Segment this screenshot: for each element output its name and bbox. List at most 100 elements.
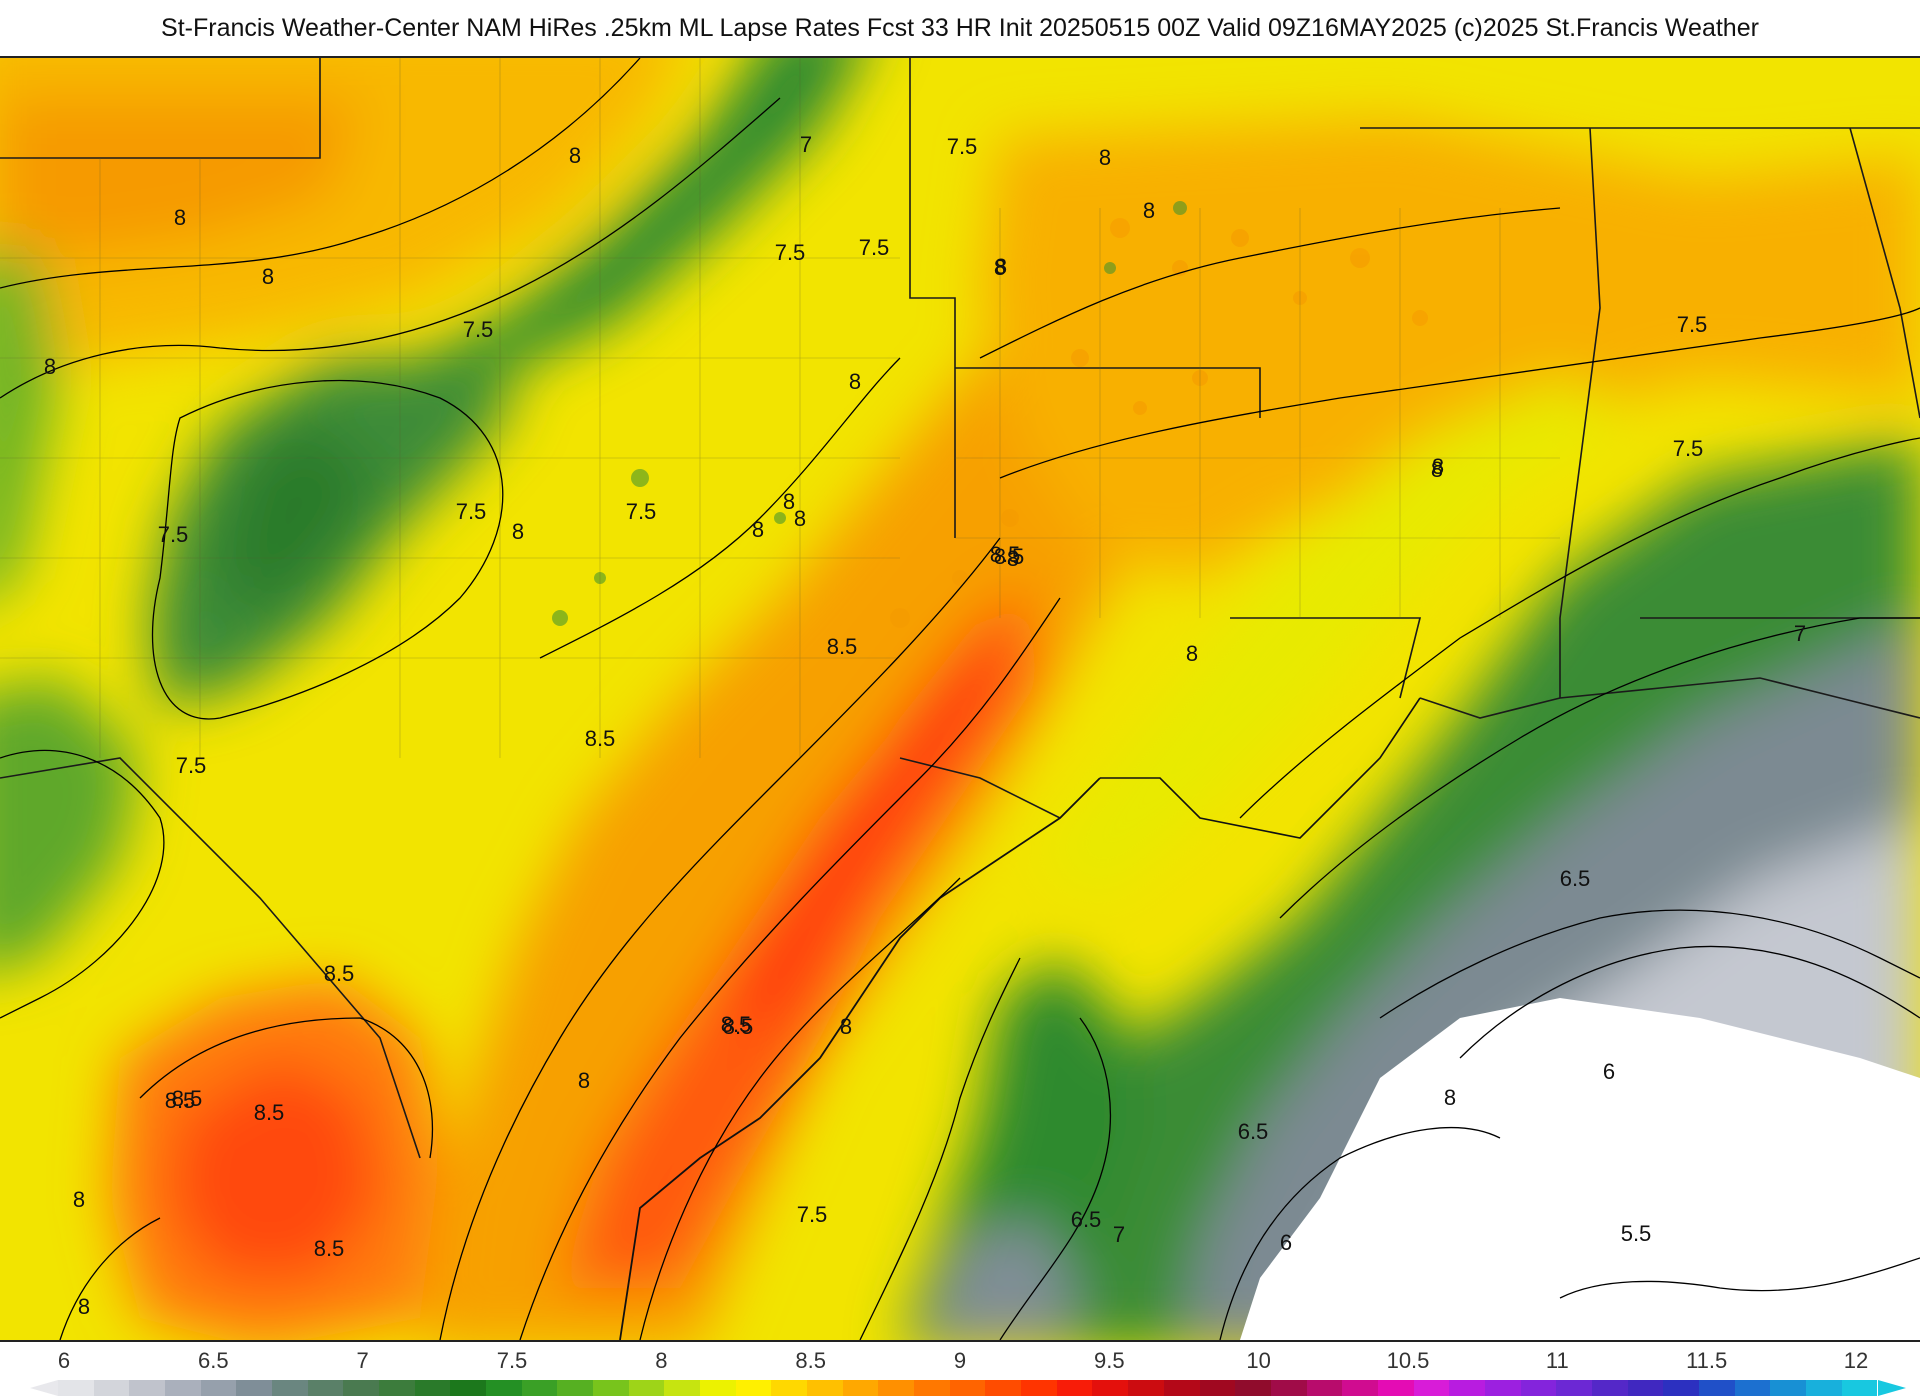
county-lines [0,58,1560,758]
colorbar-swatch [1306,1380,1343,1396]
colorbar-swatch [557,1380,594,1396]
contour-label: 6.5 [1238,1119,1269,1144]
contour-label: 8 [1444,1085,1456,1110]
colorbar-tick-label: 10 [1246,1348,1271,1373]
colorbar-swatch [807,1380,843,1396]
contour-label: 8 [73,1187,85,1212]
colorbar-swatch [450,1380,487,1396]
contour-label: 8 [262,264,274,289]
contour-label: 7.5 [158,522,189,547]
contour-label: 8.5 [324,961,355,986]
contour-label: 8 [1186,641,1198,666]
colorbar-swatch [1199,1380,1236,1396]
colorbar-tick-label: 11.5 [1686,1348,1728,1373]
contour-label: 8.5 [172,1086,203,1111]
contour-label: 8 [995,254,1007,279]
contour-label: 8 [578,1068,590,1093]
contour-label: 8 [752,517,764,542]
contour-label: 7 [800,132,812,157]
colorbar-swatch [1484,1380,1521,1396]
colorbar-swatch [700,1380,736,1396]
contour-label: 8.5 [994,544,1025,569]
colorbar-swatch [593,1380,629,1396]
colorbar-swatch [1342,1380,1378,1396]
contour-label: 8 [1143,198,1155,223]
colorbar-tick-label: 9 [953,1348,967,1373]
contour-label: 8.5 [990,542,1021,567]
colorbar-swatch [771,1380,808,1396]
contour-label: 5.5 [1621,1221,1652,1246]
contour-label: 7.5 [463,317,494,342]
colorbar-swatch [1021,1380,1057,1396]
contour-label: 8 [569,143,581,168]
speckle-texture [552,201,1428,628]
colorbar-arrow-left [30,1380,58,1396]
colorbar-swatch [1591,1380,1628,1396]
colorbar-swatch [1128,1380,1164,1396]
contour-label: 8.5 [585,726,616,751]
contour-label: 6 [1603,1059,1615,1084]
colorbar-swatch [1377,1380,1414,1396]
colorbar-tick-label: 6 [57,1348,71,1373]
colorbar-swatch [949,1380,986,1396]
colorbar-swatch [521,1380,558,1396]
contour-lines [0,58,1920,1340]
colorbar-swatch [1056,1380,1093,1396]
colorbar-swatch [486,1380,522,1396]
state-borders [0,58,1920,1159]
colorbar-swatch [1663,1380,1699,1396]
low-lapse-region [1240,998,1920,1340]
colorbar-swatch [1734,1380,1771,1396]
colorbar-tick-label: 11 [1545,1348,1569,1373]
contour-label: 7.5 [775,240,806,265]
colorbar-swatch [414,1380,451,1396]
colorbar-tick-label: 7 [356,1348,369,1373]
colorbar-swatch [272,1380,308,1396]
colorbar-swatch [664,1380,701,1396]
colorbar-swatch [1698,1380,1735,1396]
colorbar-swatch [200,1380,237,1396]
gulf-coast [1100,697,1421,839]
contour-label: 8 [840,1014,852,1039]
colorbar-tick-label: 8 [655,1348,668,1373]
colorbar: 6 6.5 7 7.5 8 8.5 9 9.5 10 10.5 11 11.5 12 [0,1342,1920,1400]
contour-label: 7.5 [1673,436,1704,461]
colorbar-swatch [1770,1380,1806,1396]
contour-label: 8 [1099,145,1111,170]
colorbar-swatch [165,1380,201,1396]
contour-label: 8 [783,489,795,514]
colorbar-swatch [1235,1380,1271,1396]
colorbar-swatch [878,1380,915,1396]
contour-label: 8 [794,506,806,531]
colorbar-swatch [1449,1380,1485,1396]
colorbar-swatch [914,1380,950,1396]
colorbar-swatch [1520,1380,1557,1396]
lapse-rate-map[interactable]: 8 8 8 8 7 7.5 7.5 8 8 7.5 7.5 8 8 7.5 8 8 7.5 8 8 8 8 8.5 8.5 8… [0,56,1920,1342]
contour-label: 7.5 [947,134,978,159]
colorbar-swatch [379,1380,415,1396]
contour-label: 8 [78,1294,90,1319]
contour-label: 7.5 [797,1202,828,1227]
contour-label: 7.5 [626,499,657,524]
colorbar-swatch [129,1380,166,1396]
colorbar-swatch [93,1380,130,1396]
contour-label: 8 [1007,546,1019,571]
coastline [619,777,1101,1340]
colorbar-tick-label: 8.5 [795,1348,826,1373]
colorbar-swatch [1413,1380,1450,1396]
contour-label: 8 [1432,454,1444,479]
contour-label: 8.5 [721,1012,752,1037]
contour-label: 8 [1431,457,1443,482]
colorbar-swatch [1627,1380,1664,1396]
colorbar-swatch [1556,1380,1592,1396]
colorbar-swatch [343,1380,380,1396]
colorbar-tick-label: 7.5 [496,1348,528,1373]
colorbar-swatch [1805,1380,1842,1396]
contour-label: 8.5 [314,1236,345,1261]
colorbar-swatch [1163,1380,1200,1396]
contour-label: 8 [512,519,524,544]
colorbar-arrow-right [1878,1380,1906,1396]
colorbar-swatch [735,1380,772,1396]
contour-label: 8 [994,255,1006,280]
colorbar-swatch [1092,1380,1129,1396]
